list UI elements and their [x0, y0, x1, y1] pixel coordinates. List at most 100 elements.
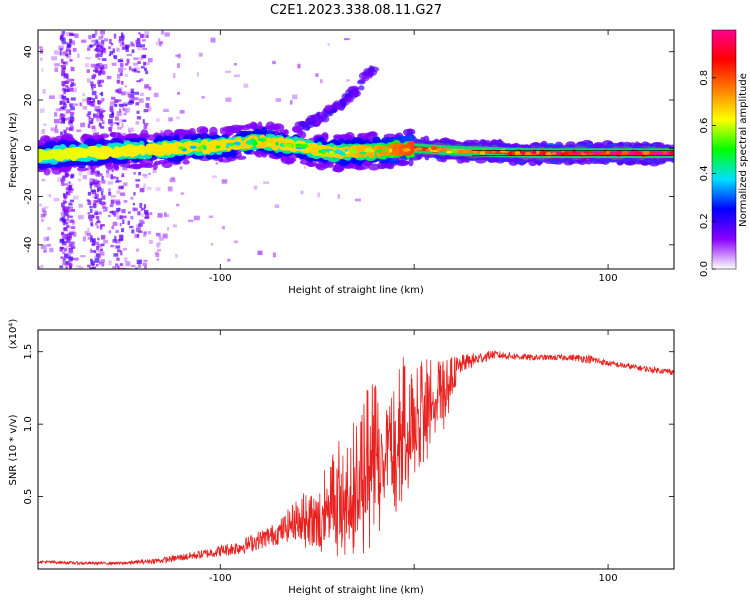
- heatmap-cell: [118, 238, 123, 242]
- heatmap-cell: [60, 182, 65, 186]
- heatmap-cell: [39, 203, 42, 207]
- heatmap-cell: [95, 109, 101, 112]
- heatmap-cell: [257, 138, 263, 142]
- heatmap-cell: [59, 48, 63, 51]
- heatmap-cell: [63, 248, 68, 252]
- heatmap-cell: [90, 260, 95, 266]
- heatmap-cell: [118, 185, 124, 189]
- heatmap-cell: [121, 267, 126, 269]
- heatmap-cell: [90, 117, 94, 121]
- heatmap-cell: [172, 73, 176, 79]
- heatmap-cell: [101, 40, 105, 45]
- heatmap-cell: [69, 219, 75, 223]
- heatmap-cell: [202, 145, 207, 151]
- heatmap-cell: [115, 180, 120, 183]
- heatmap-cell: [215, 162, 219, 165]
- heatmap-cell: [136, 116, 142, 120]
- heatmap-cell: [85, 56, 92, 60]
- snr-series-line: [38, 350, 674, 566]
- heatmap-cell: [110, 124, 113, 129]
- heatmap-cell: [115, 210, 119, 216]
- x-tick-label: -100: [209, 573, 232, 584]
- heatmap-cell: [65, 49, 69, 52]
- heatmap-cell: [105, 172, 111, 178]
- heatmap-cell: [61, 41, 67, 45]
- heatmap-cell: [605, 149, 610, 155]
- heatmap-cell: [89, 238, 95, 243]
- heatmap-cell: [61, 116, 65, 120]
- heatmap-cell: [101, 195, 106, 200]
- heatmap-cell: [88, 35, 92, 40]
- heatmap-cell: [115, 245, 121, 249]
- heatmap-cell: [65, 261, 69, 265]
- heatmap-cell: [90, 81, 94, 87]
- heatmap-cell: [233, 74, 240, 78]
- heatmap-cell: [318, 149, 323, 153]
- heatmap-cell: [99, 92, 102, 96]
- heatmap-cell: [100, 173, 103, 176]
- heatmap-cell: [327, 43, 330, 46]
- heatmap-cell: [166, 227, 170, 231]
- heatmap-cell: [121, 46, 126, 50]
- heatmap-cell: [64, 233, 69, 239]
- heatmap-cell: [144, 212, 150, 218]
- heatmap-cell: [660, 151, 664, 156]
- heatmap-cell: [140, 222, 144, 227]
- heatmap-cell: [98, 44, 102, 48]
- heatmap-cell: [59, 100, 62, 106]
- heatmap-cell: [91, 103, 94, 107]
- heatmap-cell: [140, 92, 144, 96]
- y-tick-label: 1.5: [23, 344, 34, 360]
- heatmap-cell: [43, 123, 47, 126]
- heatmap-cell: [135, 121, 140, 125]
- heatmap-cell: [121, 40, 124, 46]
- heatmap-cell: [99, 111, 103, 116]
- heatmap-cell: [90, 170, 96, 175]
- heatmap-cell: [94, 106, 99, 111]
- heatmap-cell: [99, 111, 104, 114]
- heatmap-cell: [446, 148, 450, 153]
- heatmap-cell: [93, 255, 96, 258]
- heatmap-cell: [116, 123, 120, 126]
- heatmap-cell: [121, 208, 126, 214]
- heatmap-cell: [198, 52, 203, 57]
- heatmap-cell: [136, 248, 140, 252]
- heatmap-cell: [94, 95, 98, 100]
- heatmap-cell: [98, 71, 102, 76]
- heatmap-cell: [672, 149, 674, 153]
- heatmap-cell: [327, 163, 335, 168]
- heatmap-cell: [40, 264, 44, 268]
- heatmap-cell: [476, 149, 480, 154]
- heatmap-cell: [598, 152, 607, 156]
- heatmap-cell: [329, 108, 338, 114]
- heatmap-cell: [94, 197, 98, 200]
- heatmap-cell: [146, 143, 156, 150]
- snr-y-multiplier: (x10⁴): [8, 319, 19, 350]
- heatmap-cell: [96, 44, 100, 49]
- heatmap-cell: [96, 49, 102, 55]
- heatmap-cell: [105, 162, 114, 170]
- heatmap-cell: [49, 95, 55, 100]
- heatmap-cell: [62, 175, 65, 179]
- heatmap-cell: [144, 124, 147, 129]
- heatmap-cell: [60, 119, 66, 123]
- heatmap-cell: [67, 233, 70, 238]
- heatmap-cell: [95, 174, 101, 177]
- heatmap-cell: [100, 49, 104, 55]
- heatmap-cell: [139, 259, 143, 264]
- heatmap-cell: [142, 262, 148, 267]
- heatmap-cell: [143, 183, 146, 189]
- heatmap-cell: [100, 259, 105, 263]
- heatmap-cell: [388, 148, 393, 153]
- heatmap-cell: [164, 32, 170, 37]
- heatmap-cell: [97, 54, 103, 57]
- heatmap-cell: [87, 171, 93, 175]
- heatmap-cell: [72, 47, 77, 52]
- heatmap-cell: [118, 68, 124, 73]
- heatmap-cell: [163, 108, 169, 113]
- heatmap-cell: [117, 80, 120, 84]
- heatmap-cell: [59, 265, 64, 269]
- heatmap-cell: [78, 266, 84, 269]
- heatmap-cell: [159, 41, 164, 44]
